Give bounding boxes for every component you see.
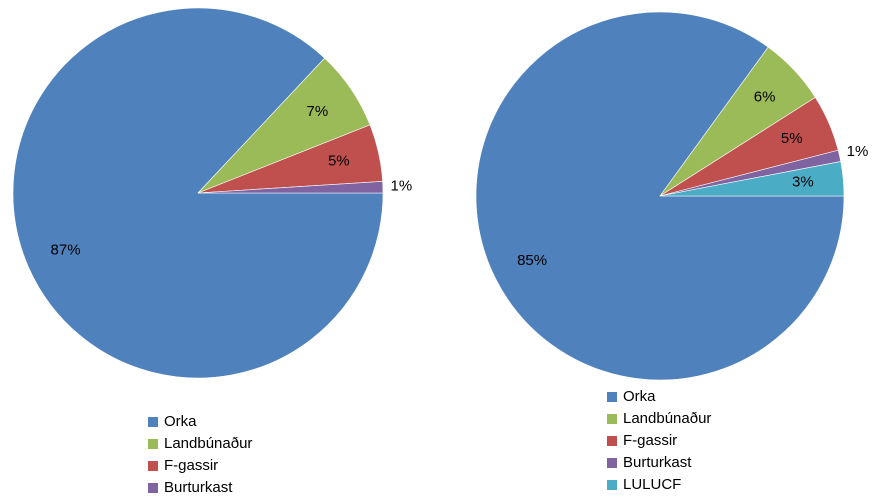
legend-swatch: [607, 414, 617, 424]
data-label: 87%: [51, 241, 81, 258]
data-label: 5%: [781, 130, 803, 147]
legend-swatch: [607, 436, 617, 446]
data-label: 5%: [328, 152, 350, 169]
legend-swatch: [148, 439, 158, 449]
data-label: 85%: [517, 252, 547, 269]
legend-swatch: [148, 417, 158, 427]
pie-slice: [197, 181, 384, 194]
legend-label: LULUCF: [623, 476, 681, 493]
data-label: 1%: [847, 143, 869, 160]
legend-label: Burturkast: [164, 479, 233, 496]
data-label: 7%: [307, 103, 329, 120]
legend-label: Landbúnaður: [164, 435, 252, 452]
legend-swatch: [607, 458, 617, 468]
legend-swatch: [607, 392, 617, 402]
legend-swatch: [148, 461, 158, 471]
legend-label: F-gassir: [164, 457, 218, 474]
data-label: 3%: [792, 173, 814, 190]
legend-label: F-gassir: [623, 432, 677, 449]
legend-swatch: [148, 483, 158, 493]
legend-label: Orka: [164, 413, 197, 430]
legend-label: Orka: [623, 388, 656, 405]
data-label: 6%: [754, 89, 776, 106]
legend-label: Landbúnaður: [623, 410, 711, 427]
data-label: 1%: [391, 178, 413, 195]
legend-swatch: [607, 480, 617, 490]
legend-label: Burturkast: [623, 454, 692, 471]
pie-slice: [659, 161, 845, 197]
